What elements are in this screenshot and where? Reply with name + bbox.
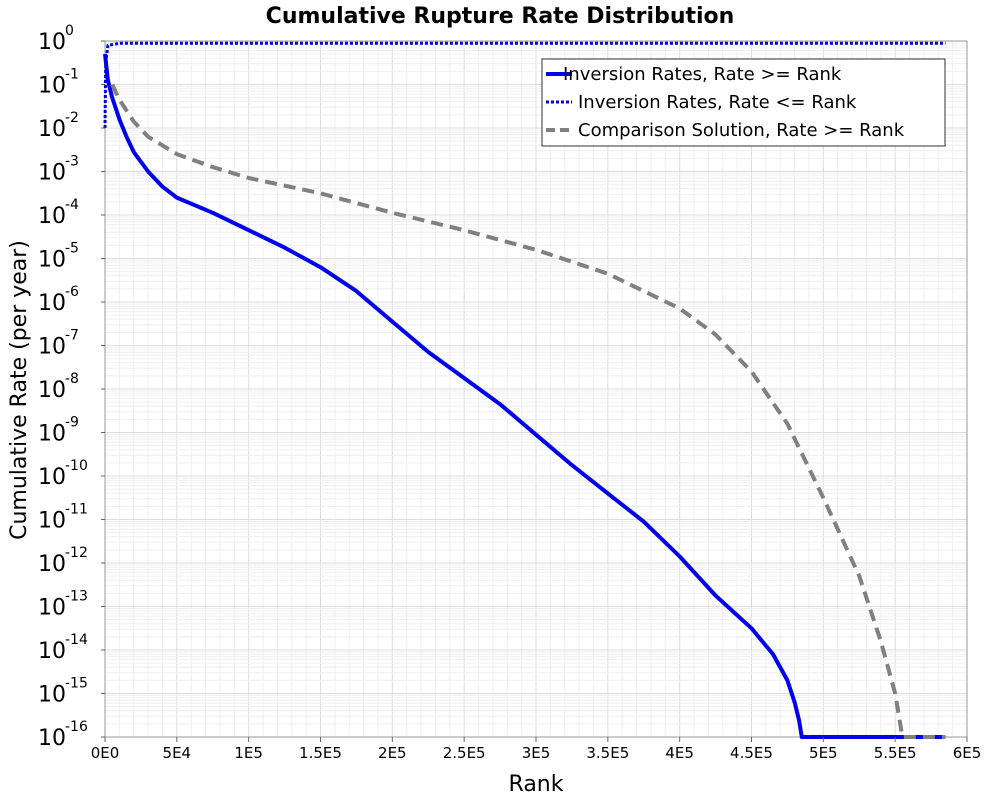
series-line-3 <box>110 83 946 739</box>
x-tick-label: 5E4 <box>163 744 192 762</box>
y-tick-label: 10 <box>38 509 66 534</box>
y-tick-label: 10 <box>38 726 66 751</box>
x-tick-label: 4E5 <box>665 744 694 762</box>
y-tick-label: 10 <box>38 204 66 229</box>
y-tick-label: 10 <box>38 161 66 186</box>
y-tick-label: 10 <box>38 465 66 490</box>
y-tick-label: 10 <box>38 639 66 664</box>
y-tick-exponent: -11 <box>65 502 88 518</box>
y-tick-exponent: -13 <box>65 589 88 605</box>
y-tick-label: 10 <box>38 248 66 273</box>
y-tick-exponent: -10 <box>65 458 88 474</box>
legend-label-3: Comparison Solution, Rate >= Rank <box>578 120 905 141</box>
x-axis-label: Rank <box>509 772 564 797</box>
y-axis-ticks: 10 010 -110 -210 -310 -410 -510 -610 -710 -810 -91… <box>38 23 105 751</box>
legend-box <box>541 58 946 147</box>
x-tick-label: 4.5E5 <box>730 744 773 762</box>
x-tick-label: 3E5 <box>522 744 551 762</box>
y-tick-exponent: -3 <box>65 154 79 170</box>
x-tick-label: 2E5 <box>378 744 407 762</box>
x-tick-label: 2.5E5 <box>443 744 486 762</box>
y-tick-label: 10 <box>38 117 66 142</box>
y-tick-label: 10 <box>38 335 66 360</box>
y-tick-label: 10 <box>38 291 66 316</box>
y-tick-exponent: -5 <box>65 241 79 257</box>
y-tick-label: 10 <box>38 683 66 708</box>
x-tick-label: 5.5E5 <box>874 744 917 762</box>
legend: Inversion Rates, Rate >= Rank Inversion R… <box>541 58 946 147</box>
legend-label-1: Inversion Rates, Rate >= Rank <box>563 64 842 85</box>
x-tick-label: 5E5 <box>809 744 838 762</box>
x-tick-label: 3.5E5 <box>586 744 629 762</box>
y-tick-label: 10 <box>38 30 66 55</box>
x-axis-ticks: 0E0 5E4 1E5 1.5E5 2E5 2.5E5 3E5 3.5E5 4E5 4.5E5 5E… <box>91 737 982 762</box>
y-axis-label: Cumulative Rate (per year) <box>7 240 32 540</box>
y-tick-label: 10 <box>38 552 66 577</box>
y-tick-label: 10 <box>38 74 66 99</box>
series-line-1 <box>103 53 946 739</box>
y-tick-exponent: -15 <box>65 676 88 692</box>
y-tick-exponent: -1 <box>65 67 79 83</box>
x-tick-label: 0E0 <box>91 744 120 762</box>
x-tick-label: 6E5 <box>953 744 982 762</box>
y-tick-exponent: -14 <box>65 632 88 648</box>
series-layer <box>103 41 946 739</box>
y-tick-exponent: -2 <box>65 110 79 126</box>
legend-label-2: Inversion Rates, Rate <= Rank <box>578 92 857 113</box>
y-tick-label: 10 <box>38 422 66 447</box>
x-tick-label: 1.5E5 <box>299 744 342 762</box>
y-tick-label: 10 <box>38 596 66 621</box>
y-tick-exponent: -4 <box>65 197 79 213</box>
y-tick-exponent: -8 <box>65 371 79 387</box>
y-tick-exponent: -6 <box>65 284 79 300</box>
y-tick-exponent: -12 <box>65 545 88 561</box>
chart-title: Cumulative Rupture Rate Distribution <box>266 4 735 29</box>
x-tick-label: 1E5 <box>234 744 263 762</box>
y-tick-exponent: 0 <box>65 23 74 39</box>
y-tick-label: 10 <box>38 378 66 403</box>
y-tick-exponent: -7 <box>65 328 79 344</box>
y-tick-exponent: -9 <box>65 415 79 431</box>
y-tick-exponent: -16 <box>65 719 88 735</box>
